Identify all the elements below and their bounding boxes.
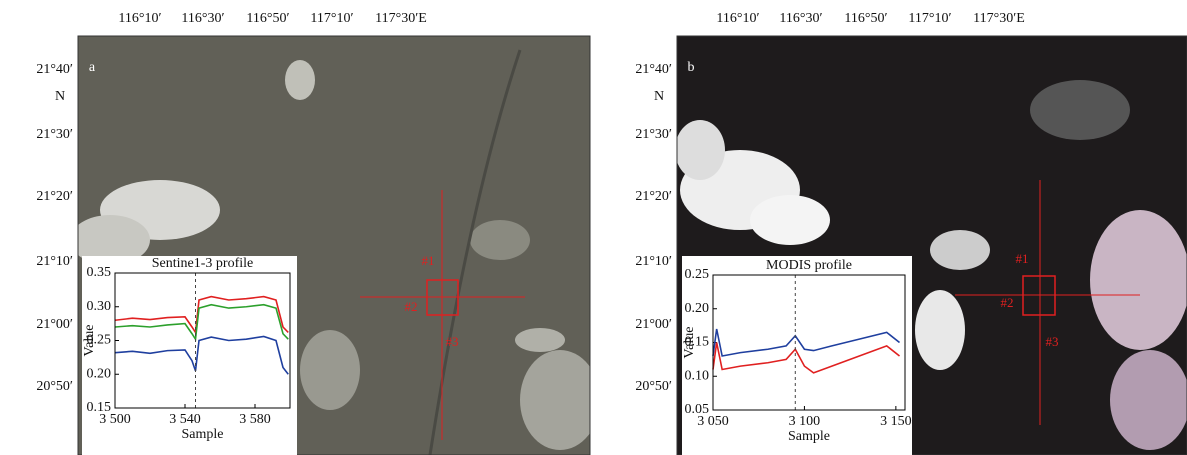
inset-title: Sentine1-3 profile [152,256,253,271]
lat-unit: N [55,89,65,104]
y-tick-label: 0.30 [87,299,112,314]
site-marker: #2 [405,299,418,314]
y-tick-label: 0.10 [685,368,710,383]
x-tick-label: 3 540 [169,412,201,427]
inset-title: MODIS profile [766,258,852,273]
site-marker: #3 [1046,334,1059,349]
x-tick-label: 3 150 [880,414,912,429]
lat-tick-label: 21°30′ [36,127,73,142]
lon-tick-label: 116°30′ [779,11,822,26]
lat-tick-label: 21°20′ [36,189,73,204]
y-tick-label: 0.20 [87,366,112,381]
lon-tick-label: 116°50′ [246,11,289,26]
panel-label: b [688,60,695,75]
x-tick-label: 3 500 [99,412,131,427]
lat-tick-label: 21°10′ [36,254,73,269]
lat-tick-label: 21°40′ [635,62,672,77]
lon-tick-label: 117°10′ [310,11,353,26]
y-axis-label: Value [82,325,97,357]
site-marker: #1 [422,253,435,268]
lon-tick-label: 116°10′ [716,11,759,26]
y-tick-label: 0.35 [87,265,112,280]
lat-tick-label: 20°50′ [36,379,73,394]
lon-tick-label: 116°30′ [181,11,224,26]
lat-tick-label: 21°30′ [635,127,672,142]
site-marker: #1 [1016,251,1029,266]
lat-tick-label: 21°10′ [635,254,672,269]
lat-tick-label: 21°00′ [635,317,672,332]
site-marker: #2 [1001,295,1014,310]
lat-unit: N [654,89,664,104]
x-tick-label: 3 580 [239,412,271,427]
panel-label: a [89,60,96,75]
lat-tick-label: 20°50′ [635,379,672,394]
lon-tick-label: 116°10′ [118,11,161,26]
lat-tick-label: 21°40′ [36,62,73,77]
y-tick-label: 0.25 [685,267,710,282]
x-tick-label: 3 100 [789,414,821,429]
figure: 116°10′ 116°30′ 116°50′ 117°10′ 117°30′E 21°4… [0,0,1187,455]
lat-tick-label: 21°00′ [36,317,73,332]
x-tick-label: 3 050 [697,414,729,429]
site-marker: #3 [446,334,459,349]
x-axis-label: Sample [788,429,830,444]
lon-tick-label: 116°50′ [844,11,887,26]
y-tick-label: 0.20 [685,301,710,316]
lon-tick-label: 117°30′E [375,11,427,26]
lat-tick-label: 21°20′ [635,189,672,204]
lon-tick-label: 117°10′ [908,11,951,26]
lon-tick-label: 117°30′E [973,11,1025,26]
y-axis-label: Value [682,327,697,359]
x-axis-label: Sample [182,427,224,442]
